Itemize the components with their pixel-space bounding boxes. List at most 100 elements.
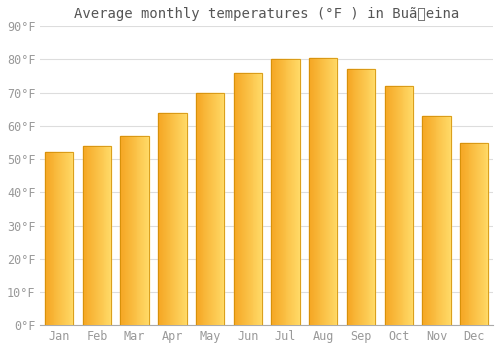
Bar bbox=[472, 142, 473, 325]
Bar bbox=[430, 116, 431, 325]
Bar bbox=[138, 136, 140, 325]
Bar bbox=[336, 58, 338, 325]
Bar bbox=[158, 113, 159, 325]
Bar bbox=[159, 113, 160, 325]
Bar bbox=[441, 116, 442, 325]
Bar bbox=[241, 73, 242, 325]
Bar bbox=[198, 93, 199, 325]
Bar bbox=[470, 142, 472, 325]
Bar bbox=[97, 146, 98, 325]
Bar bbox=[363, 69, 364, 325]
Bar bbox=[144, 136, 145, 325]
Bar bbox=[211, 93, 212, 325]
Bar bbox=[295, 60, 296, 325]
Bar bbox=[312, 58, 313, 325]
Bar bbox=[398, 86, 400, 325]
Bar bbox=[249, 73, 250, 325]
Bar bbox=[445, 116, 446, 325]
Bar bbox=[260, 73, 261, 325]
Bar bbox=[328, 58, 329, 325]
Bar bbox=[332, 58, 334, 325]
Bar bbox=[100, 146, 102, 325]
Bar bbox=[440, 116, 441, 325]
Bar bbox=[60, 153, 61, 325]
Bar bbox=[424, 116, 425, 325]
Bar bbox=[350, 69, 352, 325]
Bar bbox=[436, 116, 438, 325]
Bar bbox=[361, 69, 362, 325]
Bar bbox=[310, 58, 311, 325]
Bar bbox=[388, 86, 390, 325]
Bar bbox=[216, 93, 218, 325]
Bar bbox=[246, 73, 247, 325]
Bar bbox=[196, 93, 197, 325]
Bar bbox=[320, 58, 322, 325]
Bar bbox=[72, 153, 74, 325]
Bar bbox=[330, 58, 331, 325]
Bar bbox=[86, 146, 88, 325]
Bar bbox=[402, 86, 404, 325]
Bar bbox=[131, 136, 132, 325]
Bar bbox=[280, 60, 281, 325]
Bar bbox=[372, 69, 374, 325]
Bar bbox=[65, 153, 66, 325]
Bar bbox=[84, 146, 86, 325]
Bar bbox=[134, 136, 136, 325]
Bar bbox=[390, 86, 391, 325]
Bar bbox=[347, 69, 348, 325]
Bar bbox=[325, 58, 326, 325]
Bar bbox=[482, 142, 484, 325]
Bar bbox=[126, 136, 127, 325]
Bar bbox=[347, 69, 375, 325]
Bar bbox=[272, 60, 299, 325]
Bar bbox=[409, 86, 410, 325]
Bar bbox=[329, 58, 330, 325]
Bar bbox=[244, 73, 245, 325]
Bar bbox=[442, 116, 443, 325]
Bar bbox=[284, 60, 286, 325]
Bar bbox=[447, 116, 448, 325]
Bar bbox=[212, 93, 213, 325]
Bar bbox=[199, 93, 200, 325]
Bar bbox=[45, 153, 46, 325]
Bar bbox=[62, 153, 63, 325]
Bar bbox=[47, 153, 48, 325]
Bar bbox=[70, 153, 72, 325]
Bar bbox=[384, 86, 413, 325]
Bar bbox=[309, 58, 310, 325]
Bar bbox=[446, 116, 447, 325]
Bar bbox=[168, 113, 170, 325]
Bar bbox=[66, 153, 68, 325]
Bar bbox=[443, 116, 444, 325]
Bar bbox=[146, 136, 147, 325]
Bar bbox=[294, 60, 295, 325]
Bar bbox=[218, 93, 220, 325]
Bar bbox=[184, 113, 186, 325]
Bar bbox=[365, 69, 366, 325]
Bar bbox=[140, 136, 141, 325]
Bar bbox=[222, 93, 224, 325]
Bar bbox=[243, 73, 244, 325]
Title: Average monthly temperatures (°F ) in Buãeina: Average monthly temperatures (°F ) in Bu… bbox=[74, 7, 460, 21]
Bar bbox=[215, 93, 216, 325]
Bar bbox=[444, 116, 445, 325]
Bar bbox=[438, 116, 440, 325]
Bar bbox=[272, 60, 274, 325]
Bar bbox=[468, 142, 469, 325]
Bar bbox=[478, 142, 479, 325]
Bar bbox=[180, 113, 181, 325]
Bar bbox=[410, 86, 411, 325]
Bar bbox=[368, 69, 370, 325]
Bar bbox=[425, 116, 426, 325]
Bar bbox=[45, 153, 74, 325]
Bar bbox=[130, 136, 131, 325]
Bar bbox=[394, 86, 395, 325]
Bar bbox=[252, 73, 254, 325]
Bar bbox=[374, 69, 375, 325]
Bar bbox=[422, 116, 424, 325]
Bar bbox=[220, 93, 222, 325]
Bar bbox=[181, 113, 182, 325]
Bar bbox=[58, 153, 59, 325]
Bar bbox=[299, 60, 300, 325]
Bar bbox=[175, 113, 176, 325]
